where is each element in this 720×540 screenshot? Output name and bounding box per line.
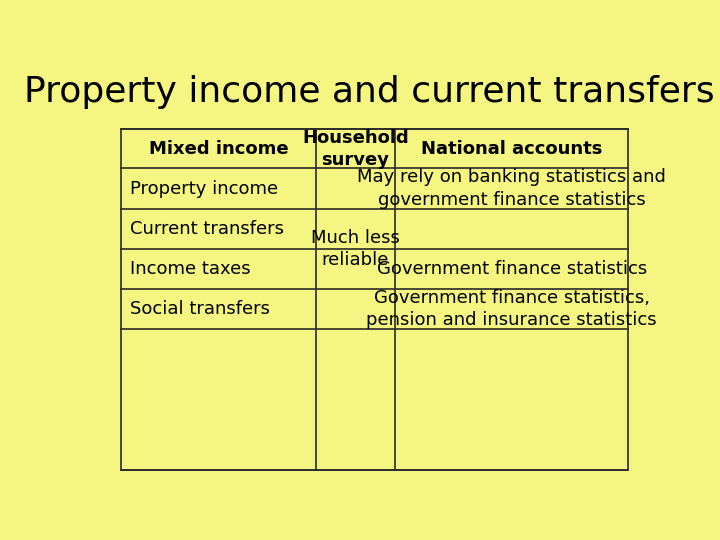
Text: Household
survey: Household survey — [302, 129, 409, 169]
Text: National accounts: National accounts — [421, 140, 603, 158]
Text: May rely on banking statistics and
government finance statistics: May rely on banking statistics and gover… — [357, 168, 666, 208]
Text: Property income and current transfers: Property income and current transfers — [24, 75, 714, 109]
Text: Income taxes: Income taxes — [130, 260, 251, 278]
Text: Much less
reliable: Much less reliable — [311, 229, 400, 269]
Text: Mixed income: Mixed income — [148, 140, 288, 158]
Text: Property income: Property income — [130, 180, 278, 198]
Bar — [121, 129, 629, 470]
Text: Social transfers: Social transfers — [130, 300, 269, 318]
Text: Current transfers: Current transfers — [130, 220, 284, 238]
Text: Government finance statistics: Government finance statistics — [377, 260, 647, 278]
Text: Government finance statistics,
pension and insurance statistics: Government finance statistics, pension a… — [366, 289, 657, 329]
